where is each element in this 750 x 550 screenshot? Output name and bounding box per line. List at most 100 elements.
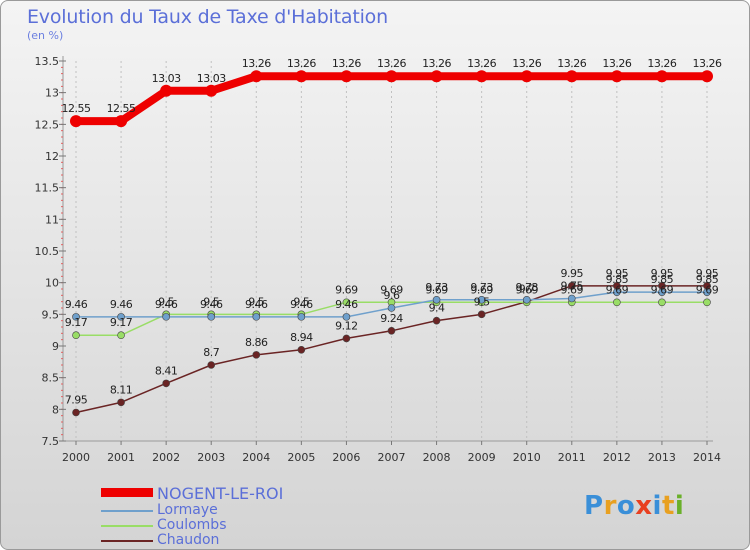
data-point: [477, 295, 486, 304]
data-point: [432, 295, 441, 304]
data-label: 8.11: [110, 383, 133, 396]
legend-swatch-lormaye: [101, 510, 153, 512]
data-label: 9.46: [110, 298, 133, 311]
data-label: 9.69: [425, 283, 448, 296]
data-point: [252, 351, 261, 359]
data-point: [522, 295, 531, 304]
legend-swatch-chaudon: [101, 540, 153, 542]
legend-label-nogent: NOGENT-LE-ROI: [157, 484, 284, 503]
data-label: 13.26: [647, 57, 676, 70]
y-tick-label: 12.5: [35, 118, 60, 131]
data-point: [117, 331, 125, 340]
x-tick-label: 2001: [107, 451, 135, 464]
data-label: 13.26: [512, 57, 541, 70]
legend-label-chaudon: Chaudon: [157, 532, 220, 548]
data-label: 9.7: [519, 283, 535, 296]
data-label: 13.26: [602, 57, 631, 70]
data-label: 12.55: [107, 102, 136, 115]
data-label: 9.5: [293, 295, 309, 308]
data-label: 9.5: [474, 295, 490, 308]
data-point: [162, 313, 170, 321]
data-point: [297, 313, 306, 321]
data-point: [432, 316, 441, 325]
x-tick-label: 2014: [693, 451, 721, 464]
y-tick-label: 10.5: [35, 245, 60, 258]
data-label: 9.17: [65, 316, 88, 329]
data-label: 7.95: [65, 394, 88, 407]
data-label: 9.69: [380, 283, 403, 296]
data-point: [701, 70, 713, 83]
data-point: [477, 310, 486, 319]
data-label: 8.86: [245, 336, 268, 349]
data-label: 13.26: [422, 57, 451, 70]
x-tick-label: 2013: [648, 451, 676, 464]
data-label: 9.85: [651, 273, 674, 286]
data-point: [162, 379, 170, 388]
x-tick-label: 2003: [197, 451, 225, 464]
x-tick-label: 2005: [287, 451, 315, 464]
data-point: [387, 326, 396, 335]
data-point: [613, 298, 621, 307]
data-point: [610, 70, 623, 83]
data-point: [160, 84, 173, 97]
data-label: 9.5: [158, 295, 174, 308]
data-label: 13.26: [377, 57, 406, 70]
y-tick-label: 13.5: [35, 55, 60, 68]
data-label: 13.03: [197, 72, 226, 85]
labels-layer: 12.55 12.55 13.03 13.03 13.26 13.26 13.26 13.26…: [62, 57, 723, 407]
y-tick-label: 11.5: [35, 182, 60, 195]
data-point: [297, 345, 306, 354]
legend-label-coulombs: Coulombs: [157, 517, 227, 533]
data-label: 9.73: [425, 281, 448, 294]
data-point: [340, 70, 353, 83]
data-point: [207, 361, 216, 369]
data-label: 13.26: [242, 57, 271, 70]
data-label: 9.46: [200, 298, 223, 311]
data-label: 13.26: [467, 57, 496, 70]
data-label: 9.69: [470, 283, 493, 296]
x-tick-label: 2002: [152, 451, 180, 464]
data-point: [342, 313, 351, 321]
data-point: [250, 70, 263, 83]
data-label: 13.03: [152, 72, 181, 85]
data-label: 9.5: [203, 295, 219, 308]
data-point: [658, 298, 666, 307]
data-label: 9.85: [696, 273, 719, 286]
data-point: [117, 398, 125, 407]
data-label: 9.69: [651, 283, 674, 296]
data-label: 9.6: [384, 289, 400, 302]
data-label: 9.75: [561, 280, 584, 293]
data-point: [475, 70, 488, 83]
legend-label-lormaye: Lormaye: [157, 502, 218, 518]
axes: 7.5 8 8.5 9 9.5 10 10.5 11 11.5 12 12.5 13 13.5 2000 2…: [35, 55, 722, 464]
data-point: [703, 288, 711, 296]
data-point: [70, 115, 82, 128]
data-point: [72, 331, 80, 340]
data-label: 9.95: [696, 267, 719, 280]
data-label: 9.17: [110, 316, 133, 329]
data-point: [658, 288, 666, 296]
data-point: [117, 313, 125, 321]
proxiti-logo: Proxiti: [584, 491, 685, 521]
data-label: 9.95: [606, 267, 629, 280]
data-label: 9.69: [606, 283, 629, 296]
data-label: 9.12: [335, 319, 358, 332]
legend-swatch-coulombs: [101, 525, 153, 527]
data-point: [295, 70, 308, 83]
data-point: [342, 334, 351, 343]
data-label: 9.46: [155, 298, 178, 311]
data-label: 8.41: [155, 364, 178, 377]
data-label: 8.94: [290, 331, 313, 344]
data-point: [252, 313, 261, 321]
data-label: 9.69: [561, 283, 584, 296]
x-tick-label: 2000: [62, 451, 90, 464]
y-tick-label: 8.5: [42, 372, 60, 385]
y-tick-label: 12: [45, 150, 59, 163]
x-tick-label: 2011: [558, 451, 586, 464]
x-tick-label: 2004: [242, 451, 270, 464]
data-point: [72, 408, 80, 417]
data-label: 13.26: [287, 57, 316, 70]
data-label: 9.69: [335, 283, 358, 296]
data-label: 12.55: [62, 102, 91, 115]
data-label: 9.4: [429, 302, 445, 315]
